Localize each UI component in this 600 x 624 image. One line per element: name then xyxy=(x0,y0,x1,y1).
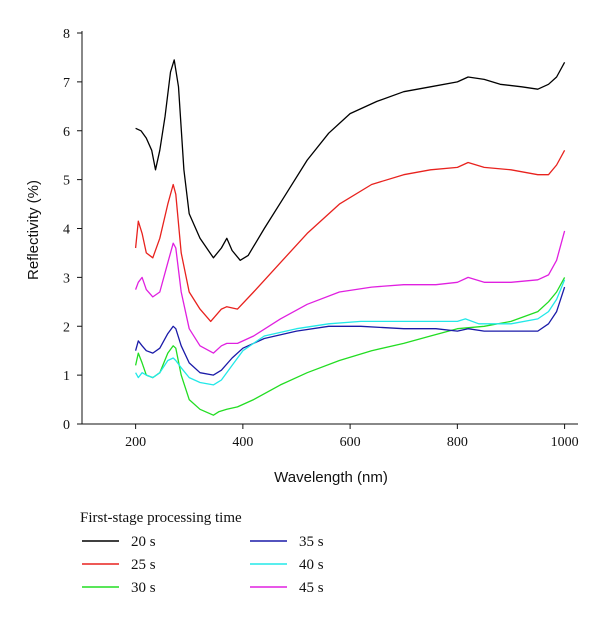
legend-label: 30 s xyxy=(131,580,156,596)
y-tick-label: 3 xyxy=(63,271,70,286)
legend-label: 25 s xyxy=(131,557,156,573)
y-axis: 0 1 2 3 4 5 6 7 8 xyxy=(63,27,82,433)
series-line-45s xyxy=(134,230,566,354)
x-tick-label: 1000 xyxy=(551,435,579,450)
y-tick-label: 2 xyxy=(63,320,70,335)
y-axis-label: Reflectivity (%) xyxy=(25,180,42,280)
y-tick-label: 5 xyxy=(63,174,70,189)
plot-frame xyxy=(81,31,578,425)
y-tick-label: 0 xyxy=(63,418,70,433)
series-line-20s xyxy=(135,59,566,261)
y-tick-label: 8 xyxy=(63,27,70,42)
legend-label: 20 s xyxy=(131,534,156,550)
legend-label: 35 s xyxy=(299,534,324,550)
x-tick-label: 400 xyxy=(232,435,253,450)
legend: 20 s 25 s 30 s 35 s 40 s 45 s xyxy=(82,534,324,596)
y-tick-label: 7 xyxy=(63,76,70,91)
legend-label: 40 s xyxy=(299,557,324,573)
x-tick-label: 200 xyxy=(125,435,146,450)
legend-label: 45 s xyxy=(299,580,324,596)
y-tick-label: 4 xyxy=(63,223,70,238)
series-line-35s xyxy=(134,286,566,376)
series-line-40s xyxy=(135,279,566,386)
x-tick-label: 800 xyxy=(447,435,468,450)
y-tick-label: 1 xyxy=(63,369,70,384)
x-axis-label: Wavelength (nm) xyxy=(274,469,388,486)
series-line-25s xyxy=(134,149,566,323)
legend-title: First-stage processing time xyxy=(80,510,242,526)
x-tick-label: 600 xyxy=(340,435,361,450)
series-layer xyxy=(134,59,566,416)
y-tick-label: 6 xyxy=(63,125,70,140)
x-axis: 200 400 600 800 1000 xyxy=(125,424,579,450)
